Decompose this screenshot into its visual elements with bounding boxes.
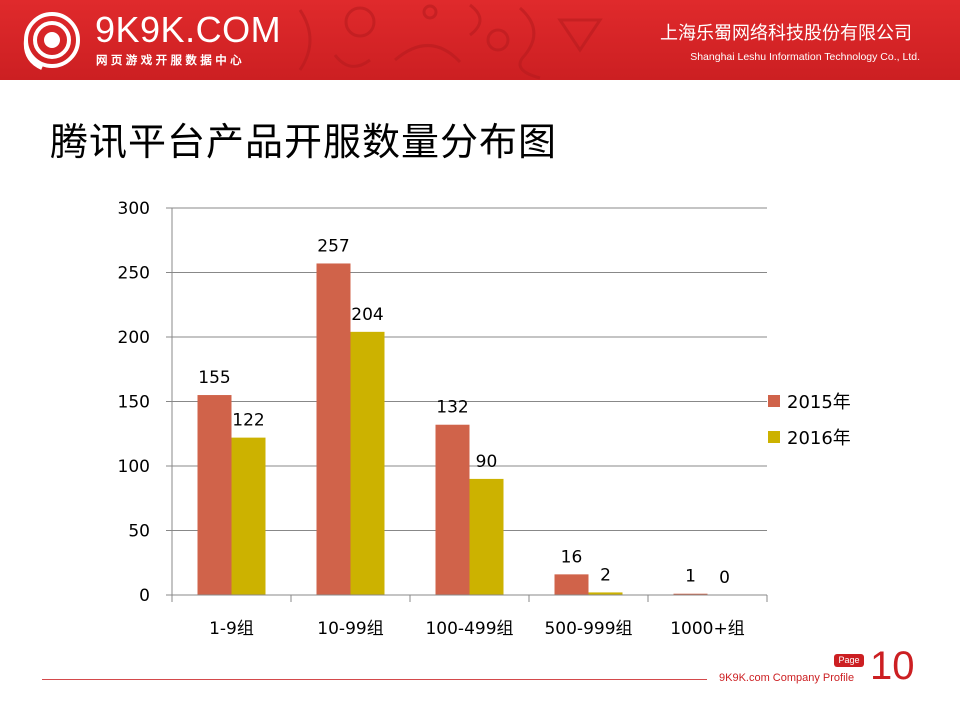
company-name-cn: 上海乐蜀网络科技股份有限公司	[660, 23, 912, 44]
footer-company-profile: 9K9K.com Company Profile	[719, 672, 855, 684]
y-tick-label: 150	[118, 393, 150, 413]
data-label: 155	[198, 368, 230, 388]
bar-2016年-500-999组	[588, 592, 623, 595]
page-label-badge: Page	[834, 654, 864, 667]
bar-2015年-1000+组	[673, 593, 708, 595]
page-title: 腾讯平台产品开服数量分布图	[50, 120, 558, 164]
logo-text: 9K9K.COM	[95, 9, 282, 50]
x-tick-label: 500-999组	[544, 619, 632, 639]
bar-2016年-1-9组	[231, 437, 266, 595]
x-tick-label: 1000+组	[670, 619, 745, 639]
y-tick-label: 0	[139, 586, 150, 606]
data-label: 2	[600, 565, 611, 585]
x-tick-label: 10-99组	[317, 619, 383, 639]
data-label: 90	[476, 452, 498, 472]
footer-divider	[42, 679, 707, 680]
bar-2015年-1-9组	[197, 395, 232, 595]
y-tick-label: 200	[118, 328, 150, 348]
bar-2015年-10-99组	[316, 263, 351, 595]
x-tick-label: 1-9组	[209, 619, 254, 639]
x-tick-label: 100-499组	[425, 619, 513, 639]
legend-swatch-2016年	[768, 431, 780, 443]
data-label: 1	[685, 567, 696, 587]
y-tick-label: 250	[118, 264, 150, 284]
legend-swatch-2015年	[768, 395, 780, 407]
company-name-en: Shanghai Leshu Information Technology Co…	[690, 51, 920, 63]
data-label: 0	[719, 568, 730, 588]
logo-subtitle: 网页游戏开服数据中心	[96, 53, 245, 67]
page-number: 10	[870, 644, 915, 688]
legend-label: 2016年	[787, 428, 851, 449]
header-bar: 9K9K.COM 网页游戏开服数据中心 上海乐蜀网络科技股份有限公司 Shang…	[0, 0, 960, 80]
spiral-logo-icon	[23, 12, 80, 70]
header-pattern-decoration	[298, 3, 603, 80]
y-tick-label: 300	[118, 199, 150, 219]
y-tick-label: 50	[128, 522, 150, 542]
data-label: 16	[561, 547, 583, 567]
legend-label: 2015年	[787, 392, 851, 413]
bar-2015年-500-999组	[554, 574, 589, 595]
data-label: 204	[351, 305, 383, 325]
data-label: 257	[317, 236, 349, 256]
bar-2016年-10-99组	[350, 331, 385, 595]
bar-2015年-100-499组	[435, 424, 470, 595]
bar-2016年-100-499组	[469, 478, 504, 595]
data-label: 122	[232, 411, 264, 431]
data-label: 132	[436, 398, 468, 418]
y-tick-label: 100	[118, 457, 150, 477]
